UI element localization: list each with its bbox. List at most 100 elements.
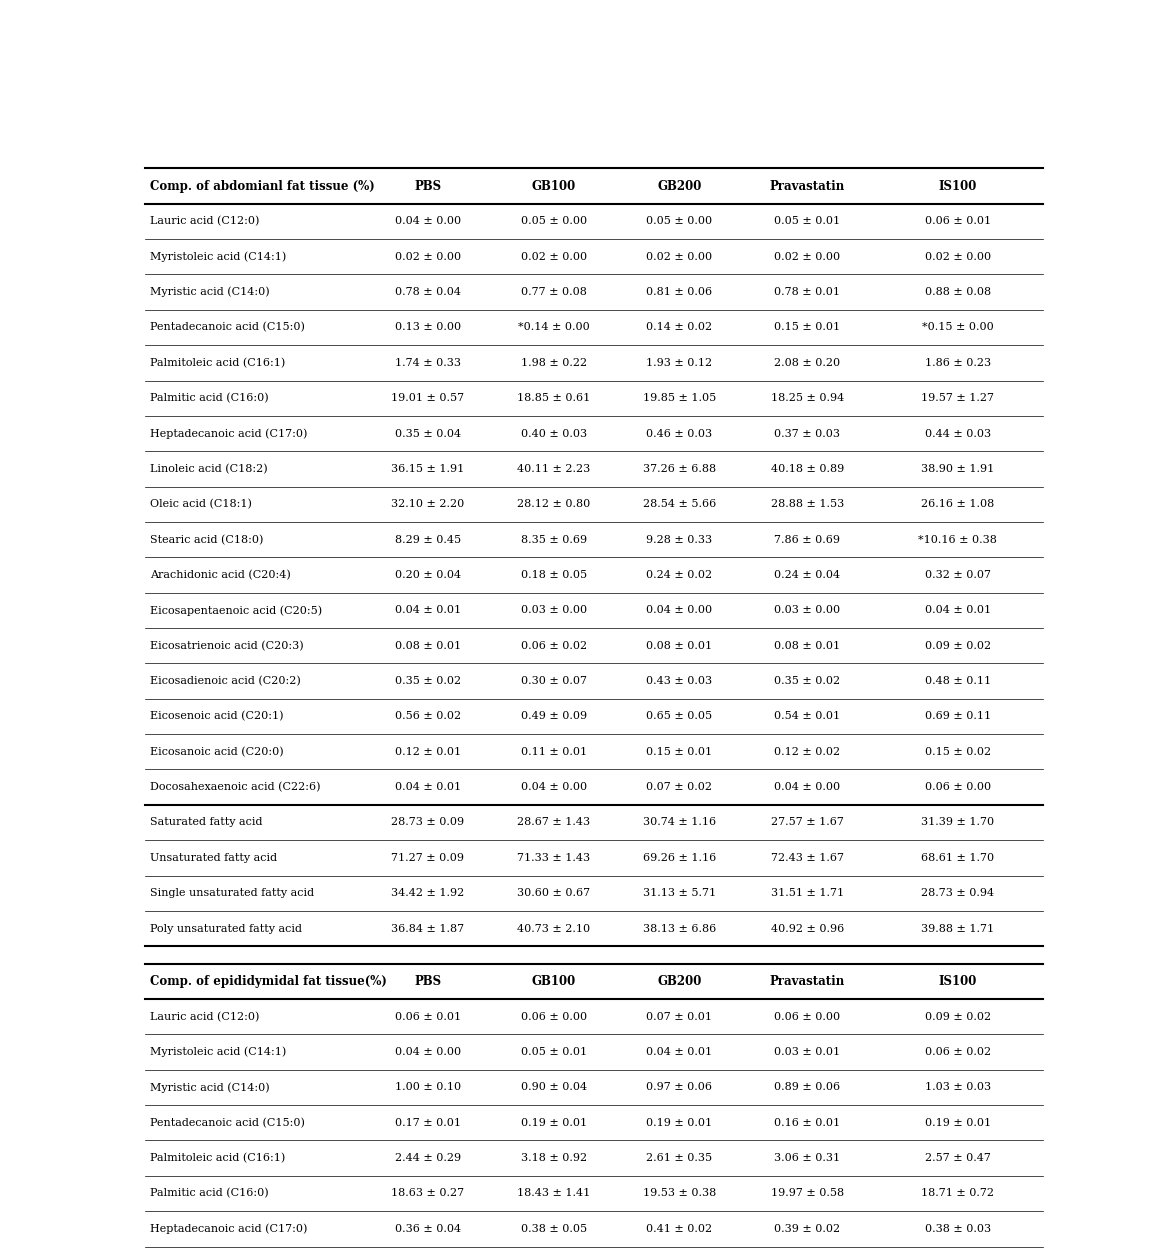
Text: GB100: GB100 xyxy=(532,180,576,192)
Text: 0.06 ± 0.00: 0.06 ± 0.00 xyxy=(520,1011,586,1021)
Text: 26.16 ± 1.08: 26.16 ± 1.08 xyxy=(921,499,994,509)
Text: 1.98 ± 0.22: 1.98 ± 0.22 xyxy=(520,357,586,367)
Text: 39.88 ± 1.71: 39.88 ± 1.71 xyxy=(921,923,994,933)
Text: 0.05 ± 0.01: 0.05 ± 0.01 xyxy=(774,216,840,226)
Text: 3.06 ± 0.31: 3.06 ± 0.31 xyxy=(774,1154,840,1164)
Text: 0.14 ± 0.02: 0.14 ± 0.02 xyxy=(647,322,713,332)
Text: 0.09 ± 0.02: 0.09 ± 0.02 xyxy=(925,1011,991,1021)
Text: Arachidonic acid (C20:4): Arachidonic acid (C20:4) xyxy=(151,570,291,580)
Text: Pentadecanoic acid (C15:0): Pentadecanoic acid (C15:0) xyxy=(151,1117,305,1128)
Text: 0.17 ± 0.01: 0.17 ± 0.01 xyxy=(395,1118,461,1127)
Text: 7.86 ± 0.69: 7.86 ± 0.69 xyxy=(774,535,840,545)
Text: Saturated fatty acid: Saturated fatty acid xyxy=(151,818,263,828)
Text: 9.28 ± 0.33: 9.28 ± 0.33 xyxy=(647,535,713,545)
Text: 40.73 ± 2.10: 40.73 ± 2.10 xyxy=(517,923,590,933)
Text: 0.39 ± 0.02: 0.39 ± 0.02 xyxy=(774,1224,840,1234)
Text: Comp. of abdomianl fat tissue (%): Comp. of abdomianl fat tissue (%) xyxy=(151,180,376,192)
Text: 37.26 ± 6.88: 37.26 ± 6.88 xyxy=(643,464,716,474)
Text: 40.11 ± 2.23: 40.11 ± 2.23 xyxy=(517,464,590,474)
Text: 28.88 ± 1.53: 28.88 ± 1.53 xyxy=(771,499,844,509)
Text: 40.92 ± 0.96: 40.92 ± 0.96 xyxy=(771,923,844,933)
Text: 34.42 ± 1.92: 34.42 ± 1.92 xyxy=(392,888,465,898)
Text: 0.02 ± 0.00: 0.02 ± 0.00 xyxy=(395,252,461,262)
Text: 1.86 ± 0.23: 1.86 ± 0.23 xyxy=(925,357,991,367)
Text: 0.06 ± 0.01: 0.06 ± 0.01 xyxy=(925,216,991,226)
Text: 0.48 ± 0.11: 0.48 ± 0.11 xyxy=(925,676,991,686)
Text: 0.12 ± 0.02: 0.12 ± 0.02 xyxy=(774,747,840,757)
Text: Palmitoleic acid (C16:1): Palmitoleic acid (C16:1) xyxy=(151,1154,285,1164)
Text: Linoleic acid (C18:2): Linoleic acid (C18:2) xyxy=(151,464,268,474)
Text: Heptadecanoic acid (C17:0): Heptadecanoic acid (C17:0) xyxy=(151,428,307,439)
Text: 18.43 ± 1.41: 18.43 ± 1.41 xyxy=(517,1189,590,1199)
Text: GB200: GB200 xyxy=(657,180,701,192)
Text: 0.03 ± 0.00: 0.03 ± 0.00 xyxy=(520,605,586,615)
Text: *0.15 ± 0.00: *0.15 ± 0.00 xyxy=(921,322,993,332)
Text: 0.04 ± 0.01: 0.04 ± 0.01 xyxy=(395,782,461,793)
Text: 71.27 ± 0.09: 71.27 ± 0.09 xyxy=(392,853,465,863)
Text: 1.03 ± 0.03: 1.03 ± 0.03 xyxy=(925,1082,991,1092)
Text: Eicosenoic acid (C20:1): Eicosenoic acid (C20:1) xyxy=(151,711,284,722)
Text: 0.77 ± 0.08: 0.77 ± 0.08 xyxy=(520,287,586,297)
Text: 0.05 ± 0.01: 0.05 ± 0.01 xyxy=(520,1047,586,1057)
Text: 0.03 ± 0.00: 0.03 ± 0.00 xyxy=(774,605,840,615)
Text: 0.36 ± 0.04: 0.36 ± 0.04 xyxy=(395,1224,461,1234)
Text: 0.56 ± 0.02: 0.56 ± 0.02 xyxy=(395,712,461,721)
Text: 0.05 ± 0.00: 0.05 ± 0.00 xyxy=(520,216,586,226)
Text: 0.78 ± 0.04: 0.78 ± 0.04 xyxy=(395,287,461,297)
Text: 0.04 ± 0.00: 0.04 ± 0.00 xyxy=(520,782,586,793)
Text: 28.67 ± 1.43: 28.67 ± 1.43 xyxy=(517,818,590,828)
Text: 0.04 ± 0.00: 0.04 ± 0.00 xyxy=(395,216,461,226)
Text: 0.32 ± 0.07: 0.32 ± 0.07 xyxy=(925,570,991,580)
Text: 2.61 ± 0.35: 2.61 ± 0.35 xyxy=(647,1154,713,1164)
Text: 31.51 ± 1.71: 31.51 ± 1.71 xyxy=(771,888,844,898)
Text: 27.57 ± 1.67: 27.57 ± 1.67 xyxy=(771,818,844,828)
Text: 0.13 ± 0.00: 0.13 ± 0.00 xyxy=(395,322,461,332)
Text: 0.15 ± 0.02: 0.15 ± 0.02 xyxy=(925,747,991,757)
Text: 0.97 ± 0.06: 0.97 ± 0.06 xyxy=(647,1082,713,1092)
Text: 18.85 ± 0.61: 18.85 ± 0.61 xyxy=(517,394,590,404)
Text: 0.02 ± 0.00: 0.02 ± 0.00 xyxy=(520,252,586,262)
Text: 0.38 ± 0.03: 0.38 ± 0.03 xyxy=(925,1224,991,1234)
Text: Stearic acid (C18:0): Stearic acid (C18:0) xyxy=(151,535,263,545)
Text: 0.19 ± 0.01: 0.19 ± 0.01 xyxy=(647,1118,713,1127)
Text: 2.08 ± 0.20: 2.08 ± 0.20 xyxy=(774,357,840,367)
Text: 32.10 ± 2.20: 32.10 ± 2.20 xyxy=(392,499,465,509)
Text: GB100: GB100 xyxy=(532,975,576,988)
Text: 8.29 ± 0.45: 8.29 ± 0.45 xyxy=(395,535,461,545)
Text: 0.20 ± 0.04: 0.20 ± 0.04 xyxy=(395,570,461,580)
Text: Myristoleic acid (C14:1): Myristoleic acid (C14:1) xyxy=(151,252,286,262)
Text: 0.03 ± 0.01: 0.03 ± 0.01 xyxy=(774,1047,840,1057)
Text: 0.06 ± 0.02: 0.06 ± 0.02 xyxy=(520,640,586,650)
Text: 0.54 ± 0.01: 0.54 ± 0.01 xyxy=(774,712,840,721)
Text: 0.04 ± 0.00: 0.04 ± 0.00 xyxy=(395,1047,461,1057)
Text: Pentadecanoic acid (C15:0): Pentadecanoic acid (C15:0) xyxy=(151,322,305,332)
Text: 0.69 ± 0.11: 0.69 ± 0.11 xyxy=(925,712,991,721)
Text: Palmitic acid (C16:0): Palmitic acid (C16:0) xyxy=(151,392,269,404)
Text: Palmitoleic acid (C16:1): Palmitoleic acid (C16:1) xyxy=(151,357,285,369)
Text: 3.18 ± 0.92: 3.18 ± 0.92 xyxy=(520,1154,586,1164)
Text: 19.85 ± 1.05: 19.85 ± 1.05 xyxy=(643,394,716,404)
Text: 1.00 ± 0.10: 1.00 ± 0.10 xyxy=(395,1082,461,1092)
Text: 0.09 ± 0.02: 0.09 ± 0.02 xyxy=(925,640,991,650)
Text: 0.04 ± 0.01: 0.04 ± 0.01 xyxy=(395,605,461,615)
Text: 19.01 ± 0.57: 19.01 ± 0.57 xyxy=(392,394,465,404)
Text: 0.15 ± 0.01: 0.15 ± 0.01 xyxy=(647,747,713,757)
Text: Heptadecanoic acid (C17:0): Heptadecanoic acid (C17:0) xyxy=(151,1224,307,1234)
Text: 0.89 ± 0.06: 0.89 ± 0.06 xyxy=(774,1082,840,1092)
Text: 0.05 ± 0.00: 0.05 ± 0.00 xyxy=(647,216,713,226)
Text: 8.35 ± 0.69: 8.35 ± 0.69 xyxy=(520,535,586,545)
Text: 28.12 ± 0.80: 28.12 ± 0.80 xyxy=(517,499,590,509)
Text: 69.26 ± 1.16: 69.26 ± 1.16 xyxy=(643,853,716,863)
Text: GB200: GB200 xyxy=(657,975,701,988)
Text: 0.04 ± 0.01: 0.04 ± 0.01 xyxy=(647,1047,713,1057)
Text: IS100: IS100 xyxy=(939,975,977,988)
Text: 0.02 ± 0.00: 0.02 ± 0.00 xyxy=(647,252,713,262)
Text: 0.81 ± 0.06: 0.81 ± 0.06 xyxy=(647,287,713,297)
Text: Myristic acid (C14:0): Myristic acid (C14:0) xyxy=(151,287,270,297)
Text: 0.65 ± 0.05: 0.65 ± 0.05 xyxy=(647,712,713,721)
Text: 0.24 ± 0.04: 0.24 ± 0.04 xyxy=(774,570,840,580)
Text: 38.90 ± 1.91: 38.90 ± 1.91 xyxy=(921,464,994,474)
Text: 0.88 ± 0.08: 0.88 ± 0.08 xyxy=(925,287,991,297)
Text: 0.08 ± 0.01: 0.08 ± 0.01 xyxy=(647,640,713,650)
Text: 28.54 ± 5.66: 28.54 ± 5.66 xyxy=(643,499,716,509)
